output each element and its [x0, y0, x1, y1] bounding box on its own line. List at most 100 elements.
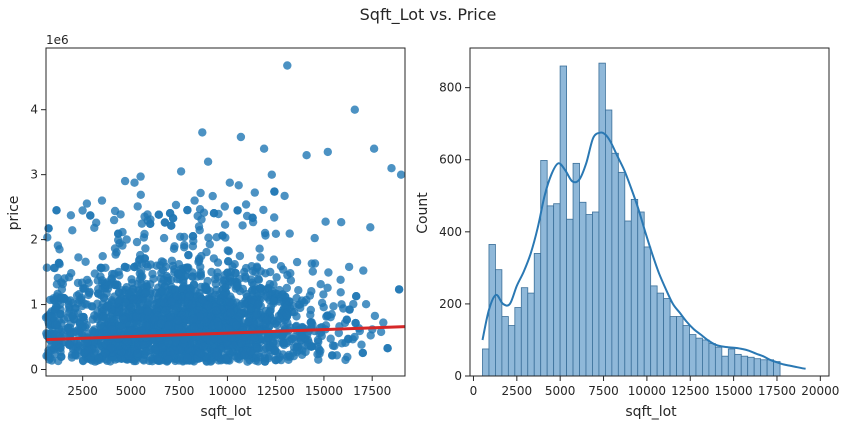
scatter-point: [53, 273, 62, 283]
scatter-point: [146, 260, 155, 269]
scatter-point: [193, 211, 202, 221]
scatter-point: [314, 337, 323, 346]
scatter-point: [237, 339, 246, 348]
scatter-point: [351, 318, 360, 328]
scatter-point: [133, 349, 142, 358]
histogram-bar: [734, 353, 742, 377]
histogram-y-tick-label: 400: [439, 225, 462, 239]
scatter-point: [352, 292, 361, 301]
scatter-point: [198, 128, 207, 137]
histogram-y-ticks: 0 200 400 600 800: [439, 81, 470, 383]
scatter-point: [328, 341, 338, 350]
histogram-bar: [682, 325, 690, 377]
scatter-point: [202, 283, 211, 293]
scatter-point: [159, 233, 169, 243]
scatter-points: [41, 61, 406, 366]
scatter-point: [173, 316, 182, 325]
scatter-point: [342, 315, 351, 324]
scatter-point: [172, 291, 181, 301]
scatter-point: [156, 319, 166, 328]
scatter-y-label: price: [6, 196, 22, 231]
scatter-point: [337, 218, 346, 227]
scatter-point: [106, 344, 116, 353]
scatter-point: [359, 266, 368, 275]
scatter-point: [183, 263, 192, 272]
scatter-point: [166, 312, 175, 321]
scatter-point: [307, 342, 316, 351]
scatter-point: [297, 331, 306, 340]
histogram-bar: [637, 211, 645, 377]
histogram-bar: [676, 316, 684, 377]
histogram-bar: [689, 334, 697, 377]
scatter-point: [285, 297, 294, 306]
scatter-point: [379, 318, 388, 327]
histogram-bar: [617, 171, 626, 377]
scatter-x-label: sqft_lot: [200, 404, 252, 420]
scatter-point: [164, 355, 173, 364]
histogram-bar: [559, 65, 567, 377]
scatter-point: [167, 221, 176, 230]
histogram-y-tick-label: 0: [454, 369, 462, 383]
scatter-x-tick-label: 12500: [257, 384, 295, 398]
histogram-bar: [663, 298, 671, 377]
scatter-point: [107, 274, 116, 283]
scatter-point: [316, 346, 325, 356]
scatter-point: [124, 351, 133, 360]
scatter-point: [48, 313, 58, 322]
scatter-point: [166, 347, 175, 357]
scatter-point: [139, 341, 149, 350]
scatter-point: [54, 356, 63, 366]
scatter-point: [223, 268, 232, 277]
scatter-point: [95, 321, 105, 330]
scatter-point: [136, 190, 145, 199]
histogram-bar: [533, 253, 542, 377]
scatter-point: [168, 214, 178, 223]
histogram-x-tick-label: 12500: [671, 384, 709, 398]
scatter-point: [157, 257, 166, 266]
scatter-point: [50, 305, 60, 314]
scatter-point: [66, 296, 75, 305]
scatter-point: [268, 286, 277, 296]
histogram-x-tick-label: 0: [470, 384, 478, 398]
scatter-point: [71, 304, 80, 313]
scatter-point: [42, 263, 52, 272]
histogram-y-tick-label: 600: [439, 153, 462, 167]
scatter-point: [148, 269, 157, 279]
scatter-point: [99, 312, 109, 321]
scatter-point: [189, 323, 199, 333]
histogram-bar: [572, 162, 580, 377]
scatter-point: [65, 340, 74, 350]
scatter-point: [152, 305, 161, 314]
scatter-point: [238, 284, 248, 294]
scatter-point: [183, 205, 192, 215]
scatter-point: [310, 233, 319, 243]
scatter-point: [301, 347, 310, 357]
scatter-point: [326, 334, 335, 343]
scatter-point: [348, 335, 357, 344]
scatter-point: [283, 61, 292, 70]
histogram-bar: [611, 152, 619, 377]
scatter-point: [164, 321, 173, 330]
scatter-point: [96, 263, 106, 272]
scatter-point: [208, 321, 217, 331]
scatter-point: [44, 349, 53, 358]
scatter-point: [43, 233, 52, 242]
scatter-point: [256, 283, 265, 293]
scatter-point: [204, 233, 213, 242]
scatter-y-tick-label: 4: [30, 103, 38, 117]
scatter-point: [195, 226, 204, 235]
scatter-point: [120, 176, 130, 186]
scatter-point: [231, 268, 240, 278]
scatter-point: [137, 219, 147, 228]
scatter-point: [184, 250, 193, 260]
histogram-bar: [650, 285, 658, 377]
histogram-frame: [469, 47, 830, 377]
scatter-point: [154, 355, 163, 364]
scatter-point: [336, 275, 345, 284]
scatter-point: [357, 340, 366, 349]
scatter-point: [109, 215, 119, 225]
histogram-bar: [721, 355, 729, 377]
histogram-y-tick-label: 200: [439, 297, 462, 311]
histogram-bar: [566, 218, 574, 377]
scatter-point: [225, 178, 234, 187]
